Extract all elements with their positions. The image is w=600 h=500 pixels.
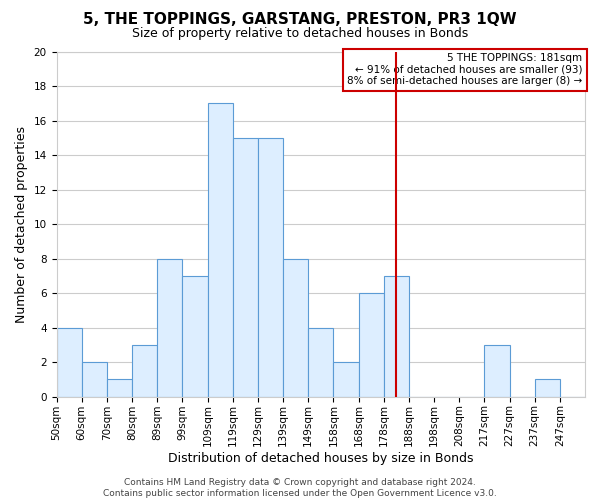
Bar: [208, 104, 233, 397]
Bar: [182, 276, 208, 396]
Bar: [283, 258, 308, 396]
Bar: [132, 345, 157, 397]
Bar: [107, 380, 132, 396]
Bar: [359, 293, 383, 397]
Bar: [233, 138, 258, 396]
Bar: [56, 328, 82, 396]
Text: 5, THE TOPPINGS, GARSTANG, PRESTON, PR3 1QW: 5, THE TOPPINGS, GARSTANG, PRESTON, PR3 …: [83, 12, 517, 28]
Y-axis label: Number of detached properties: Number of detached properties: [15, 126, 28, 322]
Text: Contains HM Land Registry data © Crown copyright and database right 2024.
Contai: Contains HM Land Registry data © Crown c…: [103, 478, 497, 498]
Bar: [308, 328, 334, 396]
Bar: [157, 258, 182, 396]
Bar: [484, 345, 509, 397]
Bar: [535, 380, 560, 396]
Bar: [334, 362, 359, 396]
Bar: [258, 138, 283, 396]
Text: Size of property relative to detached houses in Bonds: Size of property relative to detached ho…: [132, 28, 468, 40]
Bar: [383, 276, 409, 396]
X-axis label: Distribution of detached houses by size in Bonds: Distribution of detached houses by size …: [168, 452, 473, 465]
Bar: [82, 362, 107, 396]
Text: 5 THE TOPPINGS: 181sqm
← 91% of detached houses are smaller (93)
8% of semi-deta: 5 THE TOPPINGS: 181sqm ← 91% of detached…: [347, 53, 583, 86]
